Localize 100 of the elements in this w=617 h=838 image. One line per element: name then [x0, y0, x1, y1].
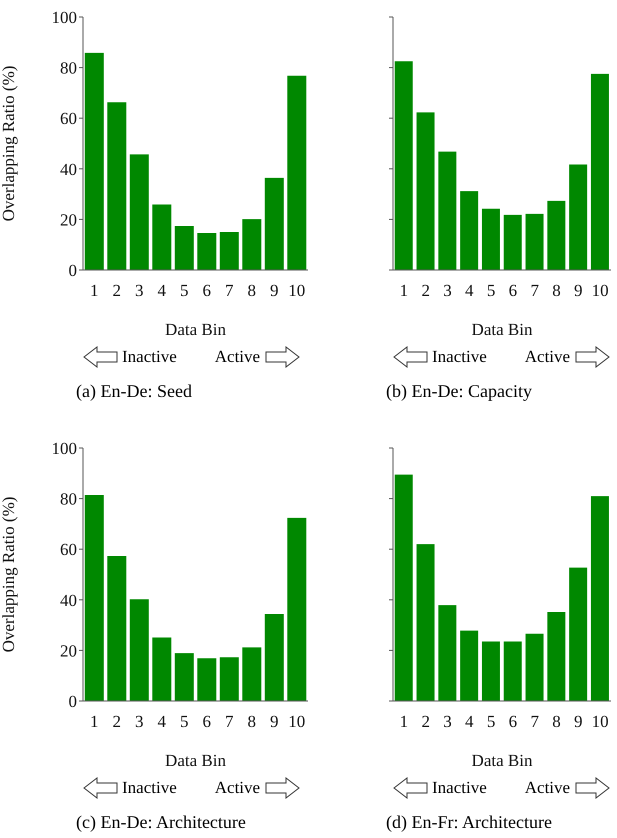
x-axis-title: Data Bin — [165, 320, 226, 339]
bar — [174, 653, 194, 701]
x-tick-label: 6 — [508, 281, 518, 300]
bar — [394, 474, 413, 701]
bar — [242, 219, 262, 270]
bar — [438, 605, 456, 701]
y-tick-label: 20 — [60, 210, 77, 230]
x-tick-label: 3 — [135, 281, 144, 300]
bar — [174, 226, 194, 270]
x-tick-label: 1 — [90, 712, 98, 732]
x-tick-label: 10 — [592, 281, 609, 300]
bar — [84, 52, 104, 270]
y-tick-label: 100 — [52, 439, 77, 458]
x-tick-label: 10 — [592, 712, 609, 732]
bar — [504, 214, 522, 270]
x-tick-label: 6 — [202, 281, 211, 300]
x-tick-label: 10 — [288, 281, 306, 300]
y-tick-label: 0 — [68, 692, 77, 712]
x-axis-title: Data Bin — [472, 751, 533, 770]
bar — [569, 568, 588, 701]
bar — [107, 102, 126, 270]
x-tick-label: 9 — [270, 712, 278, 732]
x-tick-label: 1 — [400, 281, 408, 300]
x-tick-label: 5 — [486, 712, 496, 732]
y-tick-label: 60 — [60, 540, 77, 560]
x-tick-label: 2 — [421, 281, 430, 300]
bar — [220, 657, 239, 701]
x-tick-label: 4 — [158, 281, 166, 300]
bar — [460, 191, 478, 270]
text: (b) En-De: Capacity — [386, 381, 533, 402]
y-tick-label: 0 — [68, 261, 77, 280]
bar — [482, 208, 500, 270]
x-tick-label: 6 — [202, 712, 211, 732]
x-tick-label: 4 — [158, 712, 166, 732]
x-tick-label: 7 — [530, 281, 540, 300]
x-tick-label: 10 — [288, 712, 306, 732]
bar — [394, 61, 413, 270]
y-axis-title: Overlapping Ratio (%) — [0, 66, 18, 222]
bar — [547, 200, 566, 270]
text: (a) En-De: Seed — [76, 381, 193, 402]
bar — [416, 544, 435, 701]
bar — [197, 658, 216, 701]
x-tick-label: 1 — [90, 281, 98, 300]
bar — [152, 637, 172, 701]
bar — [107, 556, 126, 701]
x-tick-label: 8 — [248, 712, 256, 732]
y-tick-label: 40 — [60, 590, 77, 610]
y-tick-label: 20 — [60, 641, 77, 660]
text: Active — [214, 347, 260, 367]
bar — [264, 614, 284, 701]
bar — [569, 164, 588, 270]
x-tick-label: 9 — [574, 712, 583, 732]
y-tick-label: 80 — [60, 490, 77, 509]
text: (c) En-De: Architecture — [76, 812, 247, 833]
text: (d) En-Fr: Architecture — [386, 812, 553, 833]
y-tick-label: 100 — [52, 8, 77, 28]
text: Active — [214, 778, 260, 798]
bar — [590, 74, 609, 270]
bar — [590, 496, 609, 701]
x-tick-label: 4 — [465, 281, 474, 300]
bar — [526, 634, 544, 701]
bar — [460, 630, 478, 701]
text: Active — [524, 347, 570, 367]
x-axis-title: Data Bin — [472, 320, 533, 339]
bar — [264, 178, 284, 270]
bar — [197, 233, 216, 270]
x-tick-label: 8 — [248, 281, 256, 300]
bar — [482, 642, 500, 701]
x-tick-label: 3 — [443, 712, 452, 732]
x-tick-label: 4 — [465, 712, 474, 732]
bar — [130, 599, 149, 701]
bar — [220, 232, 239, 270]
x-tick-label: 7 — [225, 281, 234, 300]
bar — [504, 642, 522, 701]
text: Inactive — [122, 347, 177, 367]
text: Active — [524, 778, 570, 798]
x-tick-label: 6 — [508, 712, 518, 732]
x-axis-title: Data Bin — [165, 751, 226, 770]
y-axis-title: Overlapping Ratio (%) — [0, 496, 18, 652]
bar — [416, 112, 435, 270]
x-tick-label: 2 — [112, 281, 121, 300]
bar — [287, 518, 306, 701]
x-tick-label: 3 — [443, 281, 452, 300]
text: Inactive — [432, 778, 487, 798]
bar — [438, 152, 456, 270]
text: Inactive — [432, 347, 487, 367]
x-tick-label: 5 — [180, 281, 188, 300]
x-tick-label: 8 — [552, 712, 561, 732]
y-tick-label: 40 — [60, 160, 77, 179]
x-tick-label: 2 — [421, 712, 430, 732]
x-tick-label: 8 — [552, 281, 561, 300]
bar — [84, 495, 104, 701]
x-tick-label: 5 — [486, 281, 496, 300]
x-tick-label: 7 — [530, 712, 540, 732]
bar — [152, 204, 172, 270]
x-tick-label: 3 — [135, 712, 144, 732]
text: Inactive — [122, 778, 177, 798]
bar — [526, 214, 544, 270]
y-tick-label: 60 — [60, 109, 77, 128]
x-tick-label: 2 — [112, 712, 121, 732]
